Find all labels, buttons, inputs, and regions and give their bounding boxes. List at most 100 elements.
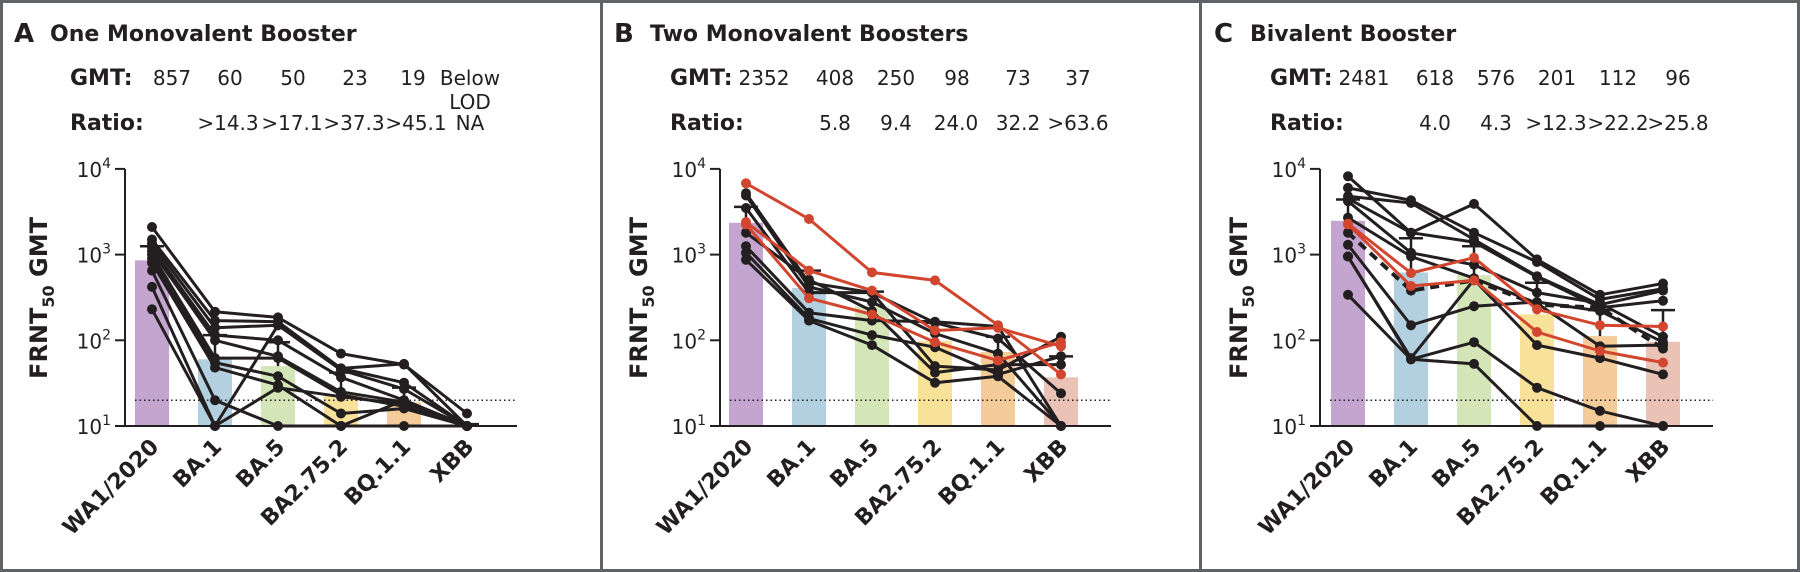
gmt-value: 96 [1665, 66, 1690, 90]
x-tick-label: BA.1 [1365, 435, 1424, 494]
data-point [273, 382, 283, 393]
data-point [273, 320, 283, 331]
gmt-value: 73 [1005, 66, 1030, 90]
panel-a [3, 3, 600, 569]
x-tick-label: WA1/2020 [58, 435, 164, 541]
x-tick-label: BA.5 [1428, 435, 1487, 494]
y-tick-label: 103 [672, 242, 706, 268]
y-axis-label: FRNT50 GMT [625, 216, 658, 379]
y-tick-exponent: 2 [1297, 327, 1306, 343]
data-point [273, 335, 283, 346]
y-tick-base: 10 [672, 329, 697, 353]
data-point [273, 371, 283, 382]
individual-line [150, 308, 468, 428]
data-point [1532, 287, 1542, 298]
ratio-value: 5.8 [819, 111, 851, 135]
ratio-value: >25.8 [1647, 111, 1708, 135]
data-point [1056, 359, 1066, 370]
data-point [1469, 358, 1479, 369]
data-point [1406, 281, 1416, 291]
data-point [1343, 219, 1353, 230]
y-tick-base: 10 [1272, 415, 1297, 439]
y-tick-exponent: 1 [1297, 413, 1306, 429]
y-tick-exponent: 3 [1297, 242, 1306, 258]
data-point [741, 227, 751, 238]
x-tick-label: BQ.1.1 [340, 435, 416, 511]
panel-b [603, 3, 1199, 569]
y-tick-exponent: 4 [697, 156, 706, 172]
y-axis-label-main: FRNT [625, 307, 653, 379]
data-point [1469, 275, 1479, 286]
gmt-value: 2352 [739, 66, 790, 90]
data-point [1469, 337, 1479, 348]
y-tick-base: 10 [1272, 158, 1297, 182]
y-axis-label-suffix: GMT [25, 216, 53, 285]
y-tick-label: 103 [77, 242, 111, 268]
y-axis-label-suffix: GMT [625, 216, 653, 285]
y-tick-label: 101 [672, 413, 706, 439]
data-point [867, 330, 877, 341]
data-point [1658, 321, 1668, 332]
individual-line [744, 251, 1062, 376]
panel-title: Two Monovalent Boosters [650, 22, 968, 47]
data-point [273, 353, 283, 364]
x-tick-label: BA.1 [763, 435, 822, 494]
panel-c-chart: C Bivalent Booster GMT: 2481 618 576 201 112 96 R… [1214, 19, 1713, 541]
data-point [336, 348, 346, 359]
data-point [1469, 237, 1479, 248]
gmt-value: 60 [217, 66, 242, 90]
gmt-value-line: LOD [449, 90, 491, 114]
data-point [1595, 346, 1605, 356]
y-tick-exponent: 4 [102, 156, 111, 172]
data-point [336, 408, 346, 419]
individual-line [1346, 255, 1664, 428]
y-tick-base: 10 [77, 244, 102, 268]
data-point [741, 178, 751, 189]
gmt-value: 201 [1538, 66, 1576, 90]
data-point [1595, 320, 1605, 331]
data-point [1343, 171, 1353, 182]
data-point [867, 267, 877, 278]
data-point [804, 214, 814, 224]
data-point [1056, 337, 1066, 348]
data-point [147, 257, 157, 268]
y-tick-label: 101 [1272, 413, 1306, 439]
gmt-value: 576 [1477, 66, 1515, 90]
data-point [1532, 271, 1542, 282]
data-point [1532, 327, 1542, 337]
gmt-row-label: GMT: [670, 66, 733, 91]
ratio-row-label: Ratio: [670, 111, 744, 136]
ratio-value: 24.0 [934, 111, 979, 135]
data-point [1056, 351, 1066, 362]
gmt-value: 50 [280, 66, 305, 90]
bar-xbb [1646, 341, 1680, 426]
data-point [210, 306, 220, 317]
ratio-value: 4.3 [1480, 111, 1512, 135]
y-tick-label: 102 [77, 327, 111, 353]
data-point [930, 316, 940, 327]
data-point [336, 372, 346, 383]
y-tick-exponent: 2 [697, 327, 706, 343]
data-point [804, 265, 814, 276]
y-tick-exponent: 3 [697, 242, 706, 258]
ratio-value: >37.3 [323, 111, 384, 135]
y-tick-label: 104 [77, 156, 111, 182]
individual-line [150, 286, 469, 428]
panel-title: Bivalent Booster [1250, 22, 1456, 47]
data-point [462, 408, 472, 419]
data-point [147, 222, 157, 232]
y-axis-label-suffix: GMT [1225, 216, 1253, 285]
data-point [1469, 198, 1479, 209]
data-point [930, 377, 940, 388]
x-tick-label: XBB [426, 435, 479, 488]
gmt-value: 19 [400, 66, 425, 90]
data-point [1406, 227, 1416, 238]
y-tick-base: 10 [672, 158, 697, 182]
data-point [1595, 405, 1605, 416]
individual-line [150, 253, 468, 428]
data-point [993, 333, 1003, 344]
ratio-value: >22.2 [1587, 111, 1648, 135]
data-point [993, 322, 1003, 333]
data-point [1658, 337, 1668, 348]
individual-line [1347, 197, 1664, 310]
